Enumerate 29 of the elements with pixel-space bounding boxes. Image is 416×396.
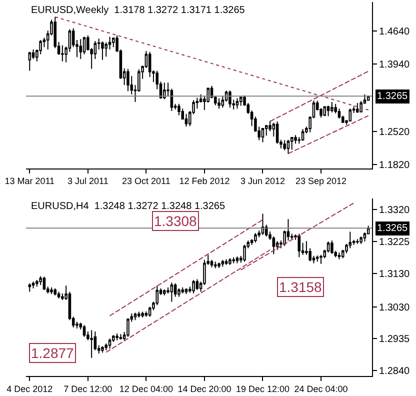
x-tick-label: 14 Dec 20:00 xyxy=(178,384,232,394)
ref-line-label: 1.3265 xyxy=(377,223,408,234)
x-tick-label: 23 Sep 2012 xyxy=(295,176,347,186)
y-tick-label: 1.3030 xyxy=(379,302,410,314)
x-tick-label: 12 Feb 2012 xyxy=(179,176,230,186)
y-tick-label: 1.3130 xyxy=(379,268,410,280)
annotation: 1.2877 xyxy=(31,345,74,361)
y-tick-label: 1.3940 xyxy=(379,60,410,71)
x-tick-label: 23 Oct 2011 xyxy=(122,176,170,186)
chart-title: EURUSD,H4 1.3248 1.3272 1.3248 1.3265 xyxy=(31,201,226,212)
y-tick-label: 1.2520 xyxy=(379,126,410,138)
x-tick-label: 24 Dec 04:00 xyxy=(294,384,348,394)
y-tick-label: 1.4640 xyxy=(379,26,410,38)
x-tick-label: 4 Dec 2012 xyxy=(6,384,53,394)
y-tick-label: 1.3225 xyxy=(379,237,410,248)
x-tick-label: 19 Dec 12:00 xyxy=(236,384,290,394)
y-tick-label: 1.3320 xyxy=(379,205,410,216)
y-tick-label: 1.1820 xyxy=(379,160,410,171)
x-tick-label: 3 Jun 2012 xyxy=(240,176,286,186)
annotation: 1.3308 xyxy=(154,213,198,229)
ref-line-label: 1.3265 xyxy=(377,91,408,102)
y-tick-label: 1.2935 xyxy=(379,334,410,346)
x-tick-label: 7 Dec 12:00 xyxy=(64,384,112,394)
y-tick-label: 1.2840 xyxy=(379,366,410,377)
x-tick-label: 3 Jul 2011 xyxy=(67,176,108,186)
annotation: 1.3158 xyxy=(279,279,322,295)
x-tick-label: 12 Dec 04:00 xyxy=(119,384,173,394)
chart-title: EURUSD,Weekly 1.3178 1.3272 1.3171 1.3265 xyxy=(31,5,246,16)
x-tick-label: 13 Mar 2011 xyxy=(4,176,55,186)
